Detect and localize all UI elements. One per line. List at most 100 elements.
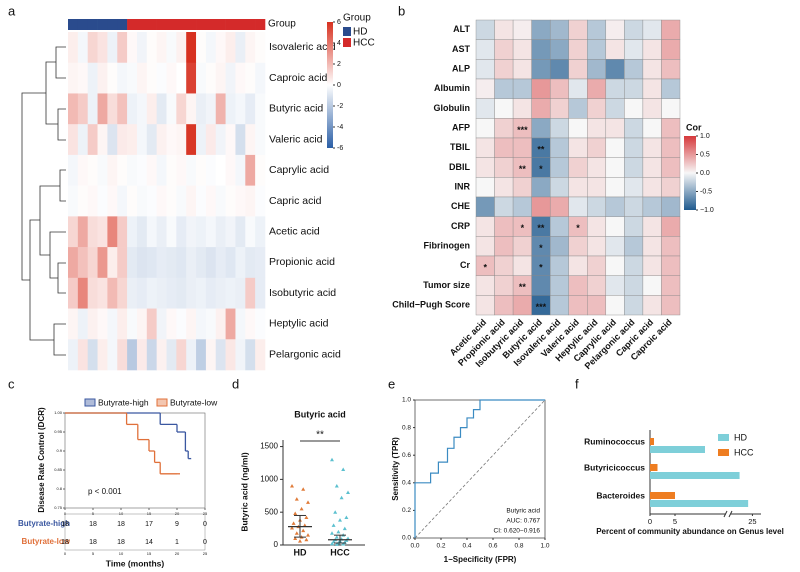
row-label: DBIL [449, 162, 470, 172]
point [302, 523, 307, 527]
heat-cell [642, 137, 662, 158]
heat-cell [642, 236, 662, 257]
heat-cell [235, 308, 246, 340]
heat-cell [146, 62, 157, 94]
point [346, 536, 350, 540]
heat-cell [205, 93, 217, 125]
heat-cell [156, 308, 167, 340]
heat-cell [475, 137, 495, 158]
heat-cell [97, 62, 108, 94]
heat-cell [624, 236, 644, 257]
heat-cell [146, 247, 157, 279]
row-label: Isovaleric acid [269, 41, 336, 53]
heat-cell [549, 295, 569, 316]
heat-cell [568, 295, 588, 316]
bar [650, 492, 675, 499]
heat-cell [196, 93, 207, 125]
heat-cell [549, 177, 569, 198]
heat-cell [225, 339, 236, 371]
heat-cell [661, 118, 681, 139]
heat-cell [215, 308, 226, 340]
significance: * [539, 263, 543, 273]
colorbar-label: -6 [337, 145, 343, 152]
heat-cell [512, 137, 532, 158]
group-bar [68, 19, 79, 30]
dendrogram [21, 46, 66, 356]
heat-cell [475, 98, 495, 119]
heat-cell [156, 62, 167, 94]
x-tick-label: 10 [119, 551, 124, 556]
group-label: Group [268, 19, 296, 30]
heat-cell [568, 275, 588, 296]
group-bar [136, 19, 148, 30]
heat-cell [245, 32, 256, 64]
heat-cell [68, 247, 79, 279]
x-tick-label: 0.0 [410, 543, 419, 550]
heat-cell [245, 339, 256, 371]
colorbar-label: −1.0 [700, 207, 714, 214]
heat-cell [146, 277, 157, 309]
heat-cell [255, 277, 266, 309]
significance: ** [537, 223, 545, 233]
heat-cell [176, 216, 187, 248]
point [330, 531, 334, 535]
heat-cell [136, 93, 148, 125]
heat-cell [77, 124, 88, 156]
x-tick-label: 0.8 [514, 543, 523, 550]
y-tick-label: 0.4 [402, 480, 411, 487]
heat-cell [127, 124, 138, 156]
heat-cell [605, 216, 625, 237]
panel-letter: b [398, 3, 405, 18]
heat-cell [107, 154, 118, 186]
heat-cell [624, 98, 644, 119]
panel-letter: c [8, 376, 15, 391]
legend-label: HD [353, 27, 367, 38]
y-tick-label: 0.75 [54, 505, 63, 510]
panel-letter: e [388, 376, 395, 391]
x-tick-label: 15 [147, 511, 152, 516]
point [290, 525, 294, 530]
heat-cell [475, 236, 495, 257]
heat-cell [166, 32, 177, 64]
heat-cell [549, 118, 569, 139]
heat-cell [549, 196, 569, 217]
heat-cell [661, 275, 681, 296]
heat-cell [77, 308, 88, 340]
heat-cell [605, 137, 625, 158]
heat-cell [127, 93, 138, 125]
significance: ** [537, 145, 545, 155]
heat-cell [475, 59, 495, 80]
heat-cell [166, 277, 177, 309]
heat-cell [156, 277, 167, 309]
heat-cell [136, 124, 148, 156]
heat-cell [661, 236, 681, 257]
colorbar [327, 22, 333, 148]
row-label: Child−Pugh Score [392, 300, 470, 310]
heat-cell [77, 216, 88, 248]
heat-cell [117, 62, 128, 94]
y-tick-label: 0.6 [402, 452, 411, 459]
legend-label: HCC [353, 38, 375, 49]
heat-cell [605, 118, 625, 139]
heat-cell [156, 124, 167, 156]
point [341, 542, 346, 546]
group-bar [215, 19, 226, 30]
heat-cell [215, 339, 226, 371]
heat-cell [156, 185, 167, 217]
x-tick-label: 5 [92, 511, 95, 516]
y-tick-label: 500 [265, 507, 279, 516]
heat-cell [587, 255, 607, 276]
heat-cell [166, 93, 177, 125]
heat-cell [117, 216, 128, 248]
heat-cell [77, 277, 88, 309]
heat-cell [642, 118, 662, 139]
heat-cell [196, 216, 207, 248]
heat-cell [587, 177, 607, 198]
heat-cell [87, 339, 98, 371]
point [294, 531, 299, 535]
group-bar [235, 19, 246, 30]
group-bar [97, 19, 108, 30]
x-tick-label: 0.2 [436, 543, 445, 550]
heat-cell [107, 339, 118, 371]
heat-cell [624, 196, 644, 217]
